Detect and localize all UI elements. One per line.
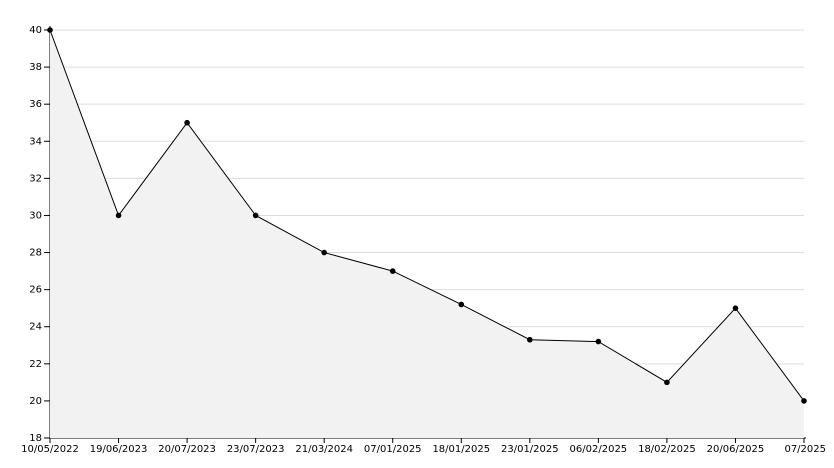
- y-tick-label: 38: [29, 62, 42, 73]
- point: [389, 268, 396, 274]
- y-tick-label: 20: [29, 396, 42, 407]
- point: [732, 305, 739, 311]
- point: [801, 398, 807, 404]
- x-tick-label: 06/02/2025: [570, 444, 628, 455]
- point: [595, 338, 602, 345]
- x-tick-label: 20/07/2023: [158, 444, 216, 455]
- y-tick-label: 28: [29, 248, 42, 259]
- y-tick-label: 24: [29, 322, 42, 333]
- y-tick-label: 26: [29, 285, 42, 296]
- y-tick-label: 32: [29, 173, 42, 184]
- point: [184, 119, 190, 126]
- x-tick-label: 18/02/2025: [638, 444, 696, 455]
- x-tick-label: 07/2025: [784, 444, 826, 455]
- x-tick-label: 07/01/2025: [364, 444, 422, 455]
- point: [458, 301, 465, 308]
- x-tick-label: 23/01/2025: [501, 444, 559, 455]
- line: [49, 29, 805, 402]
- y-tick-label: 40: [29, 25, 42, 36]
- y-tick-label: 34: [29, 136, 42, 147]
- area: [50, 30, 804, 438]
- y-tick-label: 30: [29, 210, 42, 221]
- point: [321, 249, 327, 256]
- x-tick-label: 23/07/2023: [227, 444, 285, 455]
- point: [47, 27, 53, 33]
- x-tick-label: 20/06/2025: [707, 444, 765, 455]
- point: [252, 212, 259, 219]
- y-tick-label: 22: [29, 359, 42, 370]
- point: [527, 336, 533, 343]
- y-tick-label: 36: [29, 99, 42, 110]
- x-tick-label: 19/06/2023: [90, 444, 148, 455]
- x-tick-label: 21/03/2024: [295, 444, 353, 455]
- point: [664, 379, 670, 386]
- point: [115, 212, 122, 219]
- x-tick-label: 18/01/2025: [432, 444, 490, 455]
- y-tick-label: 18: [29, 433, 42, 444]
- x-tick-label: 10/05/2022: [21, 444, 79, 455]
